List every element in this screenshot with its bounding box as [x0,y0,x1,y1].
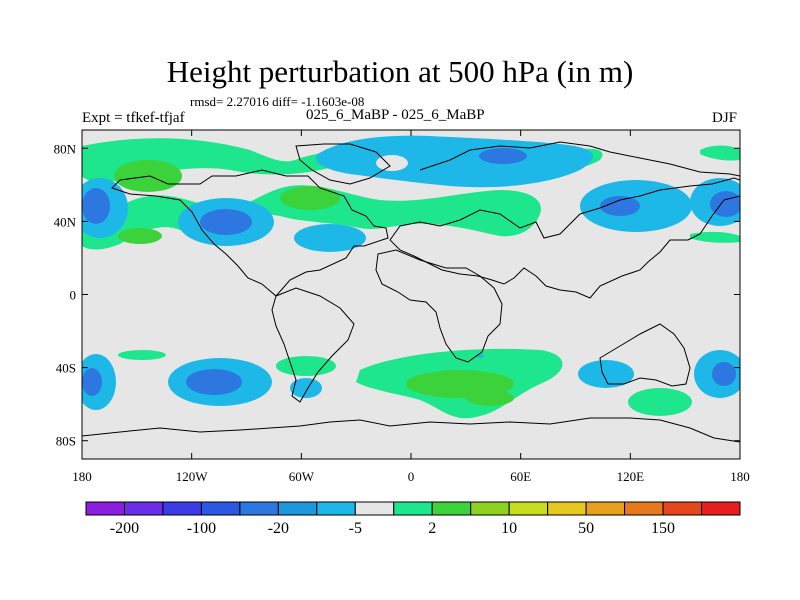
coastline-australia [599,323,691,387]
contour-arctic-positive-east [700,145,740,161]
experiment-label: Expt = tfkef-tfjaf [82,110,185,126]
colorbar-swatch [162,501,202,516]
colorbar-swatch [123,501,164,516]
colorbar-swatch [431,501,472,516]
colorbar-label: 50 [578,520,594,537]
x-tick-label: 0 [408,469,415,484]
colorbar-label: -20 [268,520,289,537]
y-axis: 80N 40N 0 40S 80S [54,141,740,449]
colorbar-swatch [470,501,510,516]
rmsd-diff-stats: rmsd= 2.27016 diff= -1.1603e-08 [190,94,365,109]
y-tick-label: 40N [54,214,77,229]
coastline-greenland [295,143,391,185]
x-axis: 180 120W 60W 0 60E 120E 180 [72,130,750,484]
contour-sh-positive-indian [628,388,692,416]
contour-sh-deep-negative-far-west [82,368,102,396]
colorbar-swatch [393,501,433,516]
colorbar-label: -100 [187,520,216,537]
colorbar-swatch [354,501,395,516]
colorbar-swatch [701,501,741,516]
coastlines [82,141,740,443]
contour-nh-positive-eastern-sliver [690,231,740,243]
colorbar-swatch [316,501,356,516]
map-title: Height perturbation at 500 hPa (in m) [166,54,634,89]
contour-nh-positive-band [82,185,541,250]
contour-nh-strong-positive-south [118,228,162,244]
contour-nh-deep-negative-far-west [82,188,110,224]
contour-sh-positive-south-america [276,356,336,376]
colorbar-swatch [662,501,703,516]
colorbar: -200 -100 -20 -5 2 10 50 150 [85,501,741,537]
colorbar-swatch [624,501,664,516]
x-tick-label: 120W [176,469,209,484]
contour-nh-negative-atlantic [294,224,366,252]
y-tick-label: 0 [70,288,77,303]
colorbar-label: -5 [349,520,362,537]
x-tick-label: 180 [72,469,92,484]
contour-sh-deep-negative-pacific [186,369,242,395]
y-tick-label: 40S [56,361,76,376]
contour-sh-negative-south-america [290,378,322,398]
coastline-north-america [111,169,389,297]
colorbar-swatch [239,501,279,516]
coastline-africa [375,249,503,363]
x-tick-label: 180 [730,469,750,484]
x-tick-label: 60W [289,469,315,484]
colorbar-swatch [200,501,241,516]
contour-arctic-negative [315,135,594,188]
colorbar-swatch [547,501,587,516]
colorbar-label: 150 [651,520,675,537]
x-tick-label: 120E [617,469,645,484]
y-tick-label: 80S [56,434,76,449]
contour-nh-deep-negative-pacific [200,209,252,235]
coastline-antarctica [82,417,740,443]
contour-sh-strong-positive-tail [466,390,514,406]
coastline-south-america [271,287,355,403]
colorbar-swatch [277,501,318,516]
colorbar-swatch [85,501,125,516]
x-tick-label: 60E [510,469,531,484]
case-label: 025_6_MaBP - 025_6_MaBP [306,107,485,123]
colorbar-label: 10 [501,520,517,537]
season-label: DJF [712,110,738,126]
y-tick-label: 80N [54,141,77,156]
colorbar-label: 2 [428,520,436,537]
colorbar-label: -200 [110,520,139,537]
height-perturbation-field [82,130,740,459]
contour-sh-negative-indian [578,360,634,388]
contour-nh-strong-positive-central [280,186,340,210]
coastline-eurasia [389,177,740,299]
coastline-siberia-north [419,141,740,177]
contour-sh-positive-pacific [118,350,166,360]
arctic-neutral-hole [376,155,408,171]
colorbar-swatch [585,501,626,516]
colorbar-swatch [508,501,549,516]
contour-arctic-deep-negative [479,148,527,164]
contour-sh-deep-negative-dateline [712,362,736,386]
contour-nh-deep-negative-asia [600,196,640,216]
